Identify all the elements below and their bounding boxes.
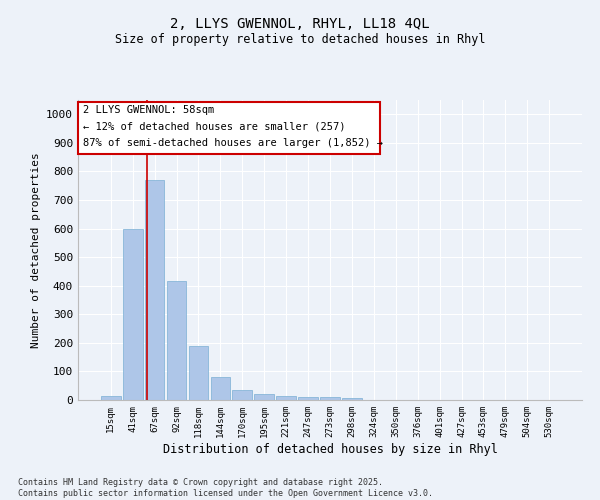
Bar [254,394,274,400]
Text: 2 LLYS GWENNOL: 58sqm: 2 LLYS GWENNOL: 58sqm [83,104,214,115]
Bar [123,228,143,400]
Text: 87% of semi-detached houses are larger (1,852) →: 87% of semi-detached houses are larger (… [83,138,383,147]
Text: Size of property relative to detached houses in Rhyl: Size of property relative to detached ho… [115,32,485,46]
Bar [320,397,340,400]
Bar [342,398,362,400]
Bar [298,396,318,400]
Bar [232,390,252,400]
Bar [101,396,121,400]
Y-axis label: Number of detached properties: Number of detached properties [31,152,41,348]
Bar [145,180,164,400]
X-axis label: Distribution of detached houses by size in Rhyl: Distribution of detached houses by size … [163,442,497,456]
Text: Contains HM Land Registry data © Crown copyright and database right 2025.
Contai: Contains HM Land Registry data © Crown c… [18,478,433,498]
Bar [211,377,230,400]
FancyBboxPatch shape [78,102,380,154]
Text: ← 12% of detached houses are smaller (257): ← 12% of detached houses are smaller (25… [83,121,346,131]
Bar [276,396,296,400]
Bar [188,346,208,400]
Text: 2, LLYS GWENNOL, RHYL, LL18 4QL: 2, LLYS GWENNOL, RHYL, LL18 4QL [170,18,430,32]
Bar [167,282,187,400]
